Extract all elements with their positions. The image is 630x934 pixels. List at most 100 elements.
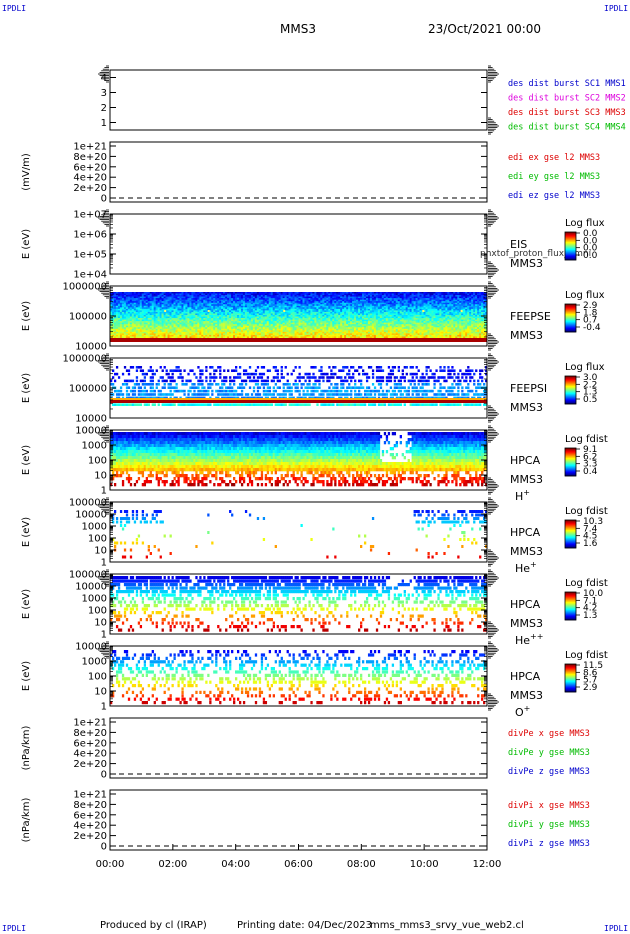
spectro-cell bbox=[425, 304, 428, 307]
spectro-cell bbox=[399, 324, 402, 327]
spectro-cell bbox=[211, 299, 214, 302]
spectro-cell bbox=[266, 322, 270, 325]
spectro-cell bbox=[477, 307, 480, 310]
spectro-cell bbox=[181, 310, 184, 313]
spectro-cell bbox=[435, 292, 438, 294]
spectro-cell bbox=[479, 316, 482, 319]
spectro-cell bbox=[250, 296, 254, 299]
spectro-cell bbox=[453, 315, 456, 317]
spectro-cell bbox=[365, 292, 369, 294]
spectro-cell bbox=[371, 301, 375, 304]
spectro-cell bbox=[342, 315, 345, 317]
spectro-cell bbox=[189, 316, 192, 319]
spectro-cell bbox=[145, 308, 148, 311]
spectro-cell bbox=[235, 295, 238, 297]
spectro-cell bbox=[145, 293, 148, 296]
spectro-cell bbox=[417, 295, 420, 297]
spectro-cell bbox=[236, 305, 240, 308]
spectro-cell bbox=[348, 302, 351, 305]
spectro-cell bbox=[231, 295, 234, 297]
spectro-cell bbox=[457, 305, 460, 308]
spectro-cell bbox=[227, 308, 230, 311]
spectro-cell bbox=[236, 319, 240, 322]
spectro-cell bbox=[391, 296, 395, 299]
spectro-cell bbox=[181, 311, 184, 314]
spectro-cell bbox=[391, 292, 395, 294]
spectro-cell bbox=[449, 295, 452, 297]
spectro-cell bbox=[290, 311, 293, 314]
spectro-cell bbox=[155, 325, 158, 328]
spectro-cell bbox=[177, 315, 180, 317]
spectro-cell bbox=[197, 311, 200, 314]
spectro-cell bbox=[379, 321, 383, 323]
spectro-cell bbox=[169, 304, 172, 307]
spectro-cell bbox=[403, 318, 406, 320]
spectro-cell bbox=[179, 308, 182, 311]
spectro-cell bbox=[300, 316, 303, 319]
spectro-cell bbox=[346, 310, 349, 313]
spectro-cell bbox=[342, 311, 345, 314]
spectro-cell bbox=[421, 308, 424, 311]
spectro-cell bbox=[310, 304, 313, 307]
spectro-cell bbox=[304, 295, 307, 297]
spectro-cell bbox=[189, 296, 192, 299]
spectro-cell bbox=[391, 315, 395, 317]
spectro-cell bbox=[304, 324, 307, 327]
spectro-cell bbox=[197, 307, 200, 310]
spectro-cell bbox=[227, 313, 230, 316]
spectro-cell bbox=[127, 302, 131, 305]
spectro-cell bbox=[346, 292, 349, 294]
spectro-cell bbox=[274, 322, 277, 325]
spectro-cell bbox=[461, 293, 464, 296]
spectro-cell bbox=[314, 321, 317, 323]
spectro-cell bbox=[437, 315, 440, 317]
spectro-cell bbox=[238, 305, 242, 308]
spectro-cell bbox=[294, 304, 297, 307]
spectro-cell bbox=[221, 304, 224, 307]
spectro-cell bbox=[111, 301, 115, 304]
spectro-cell bbox=[423, 302, 426, 305]
spectro-cell bbox=[191, 295, 194, 297]
spectro-cell bbox=[417, 296, 420, 299]
spectro-cell bbox=[171, 304, 174, 307]
spectro-cell bbox=[421, 305, 424, 308]
spectro-cell bbox=[240, 293, 244, 296]
spectro-cell bbox=[393, 301, 397, 304]
spectro-cell bbox=[308, 302, 311, 305]
spectro-cell bbox=[459, 293, 462, 296]
spectro-cell bbox=[435, 298, 438, 300]
spectro-cell bbox=[453, 292, 456, 294]
spectro-cell bbox=[278, 295, 281, 297]
spectro-cell bbox=[373, 315, 377, 317]
spectro-cell bbox=[383, 305, 387, 308]
spectro-cell bbox=[340, 318, 343, 320]
spectro-cell bbox=[270, 324, 274, 327]
spectro-cell bbox=[213, 307, 216, 310]
spectro-cell bbox=[449, 299, 452, 302]
spectro-cell bbox=[314, 313, 317, 316]
spectro-cell bbox=[483, 307, 486, 310]
spectro-cell bbox=[123, 304, 127, 307]
spectro-cell bbox=[411, 295, 414, 297]
spectro-cell bbox=[292, 295, 295, 297]
spectro-cell bbox=[405, 298, 408, 300]
spectro-cell bbox=[131, 304, 135, 307]
spectro-cell bbox=[429, 293, 432, 296]
spectro-cell bbox=[481, 321, 484, 323]
spectro-cell bbox=[110, 302, 113, 305]
spectro-cell bbox=[175, 316, 178, 319]
spectro-cell bbox=[395, 302, 399, 305]
spectro-cell bbox=[393, 321, 397, 323]
spectro-cell bbox=[141, 321, 145, 323]
spectro-cell bbox=[437, 298, 440, 300]
spectro-cell bbox=[207, 313, 210, 316]
spectro-cell bbox=[141, 310, 145, 313]
spectro-cell bbox=[427, 322, 430, 325]
spectro-cell bbox=[328, 313, 331, 316]
spectro-cell bbox=[231, 324, 234, 327]
spectro-cell bbox=[250, 298, 254, 300]
spectro-cell bbox=[389, 322, 393, 325]
spectro-cell bbox=[137, 311, 141, 314]
spectro-cell bbox=[252, 316, 256, 319]
spectro-cell bbox=[393, 292, 397, 294]
